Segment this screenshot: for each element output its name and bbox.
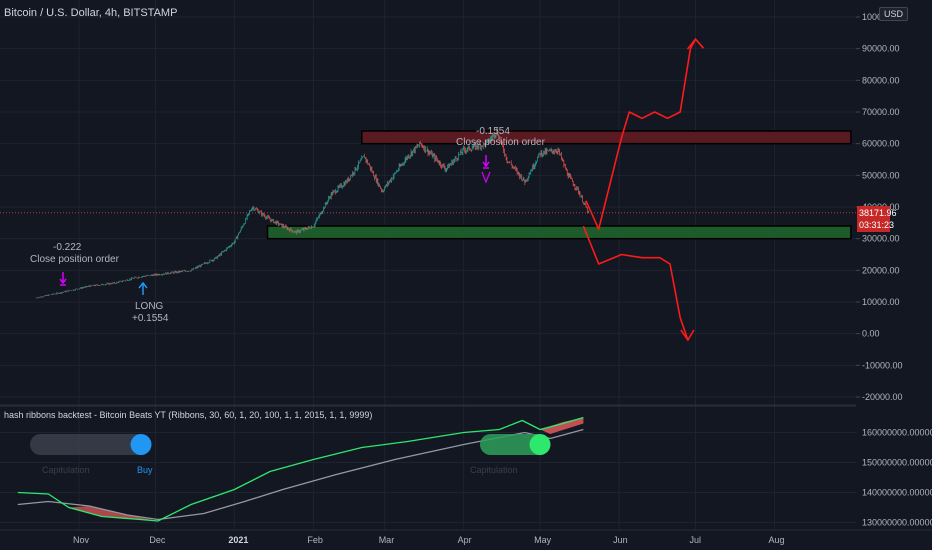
bullish-arrowhead bbox=[686, 37, 705, 50]
bearish-projection bbox=[582, 225, 689, 341]
time-axis-label: 2021 bbox=[228, 535, 248, 545]
signal-dot-buy bbox=[130, 434, 152, 455]
time-axis-label: Mar bbox=[379, 535, 395, 545]
indicator-title: hash ribbons backtest - Bitcoin Beats YT… bbox=[4, 410, 373, 420]
time-axis-label: Apr bbox=[458, 535, 472, 545]
support-zone bbox=[266, 225, 852, 240]
price-axis-label: 0.00 bbox=[862, 329, 880, 339]
price-axis-label: -10000.00 bbox=[862, 360, 903, 370]
indicator-axis-label: 150000000.00000000 bbox=[862, 458, 932, 468]
projection-paths bbox=[582, 37, 705, 342]
signal-capitulation-1: Capitulation bbox=[42, 465, 90, 475]
capitulation-fill-1 bbox=[68, 506, 158, 521]
bearish-arrowhead bbox=[680, 329, 695, 342]
price-zones bbox=[0, 130, 856, 240]
last-price-tag bbox=[857, 206, 890, 232]
close-marker-1 bbox=[59, 272, 67, 286]
bullish-projection bbox=[585, 38, 697, 230]
time-axis-label: May bbox=[534, 535, 552, 545]
long-marker bbox=[138, 281, 148, 295]
close-marker-2 bbox=[482, 155, 490, 169]
annotation-close-1-value: -0.222 bbox=[53, 242, 82, 253]
close-marker-2-tail bbox=[481, 171, 491, 184]
price-axis-label: 50000.00 bbox=[862, 170, 900, 180]
chart-title: Bitcoin / U.S. Dollar, 4h, BITSTAMP bbox=[4, 7, 178, 19]
price-axis-label: 10000.00 bbox=[862, 297, 900, 307]
price-axis-label: 70000.00 bbox=[862, 107, 900, 117]
price-axis-label: 30000.00 bbox=[862, 234, 900, 244]
price-axis-label: 80000.00 bbox=[862, 75, 900, 85]
price-candles bbox=[35, 127, 589, 299]
ribbon-fast bbox=[17, 416, 584, 522]
signal-pill-capitulation-1 bbox=[30, 434, 150, 455]
time-axis-bg bbox=[0, 530, 932, 550]
countdown-value: 03:31:23 bbox=[859, 220, 894, 230]
price-axis-label: -20000.00 bbox=[862, 392, 903, 402]
last-price-value: 38171.96 bbox=[859, 208, 897, 218]
grid-lines bbox=[0, 0, 856, 530]
currency-badge[interactable]: USD bbox=[878, 7, 908, 21]
price-axis-bg bbox=[856, 0, 932, 550]
price-axis-label: 20000.00 bbox=[862, 265, 900, 275]
annotation-close-1-text: Close position order bbox=[30, 254, 119, 265]
indicator-axis-label: 140000000.00000000 bbox=[862, 488, 932, 498]
annotation-long-label: LONG bbox=[135, 301, 164, 312]
signal-dot-2 bbox=[529, 434, 551, 455]
time-axis-label: Aug bbox=[768, 535, 784, 545]
trade-markers bbox=[59, 155, 491, 295]
annotation-long-value: +0.1554 bbox=[132, 313, 169, 324]
signal-buy: Buy bbox=[137, 465, 153, 475]
time-axis-label: Nov bbox=[73, 535, 90, 545]
price-axis-label: 60000.00 bbox=[862, 139, 900, 149]
time-axis-label: Dec bbox=[149, 535, 166, 545]
price-axis-label: 90000.00 bbox=[862, 44, 900, 54]
time-axis-label: Jun bbox=[613, 535, 628, 545]
annotation-close-2-value: -0.1554 bbox=[476, 126, 510, 137]
time-axis-label: Feb bbox=[307, 535, 323, 545]
indicator-axis-label: 130000000.00000000 bbox=[862, 518, 932, 528]
signal-capitulation-2: Capitulation bbox=[470, 465, 518, 475]
indicator-pane bbox=[17, 416, 584, 522]
indicator-axis-label: 160000000.00000000 bbox=[862, 428, 932, 438]
annotation-close-2-text: Close position order bbox=[456, 137, 545, 148]
capitulation-fill-2 bbox=[540, 417, 584, 434]
resistance-zone bbox=[361, 130, 852, 145]
time-axis-label: Jul bbox=[690, 535, 702, 545]
